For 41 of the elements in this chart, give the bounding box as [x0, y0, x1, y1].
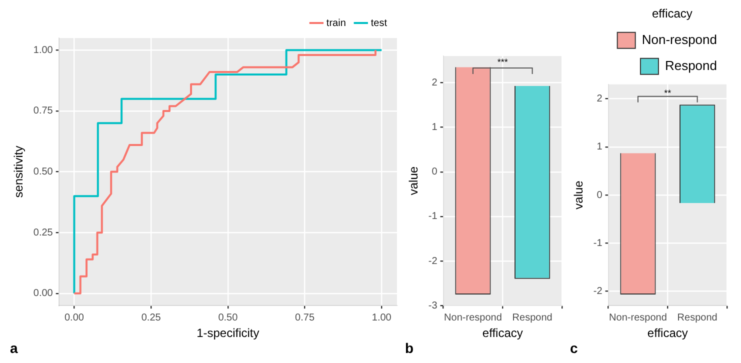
y-axis-title: sensitivity [12, 146, 26, 198]
text: a [9, 340, 19, 356]
x-axis-title: efficacy [647, 326, 688, 340]
x-tick-label: 0.50 [218, 312, 238, 324]
y-tick-label: 1 [596, 142, 603, 153]
y-tick-label: 0.00 [33, 288, 54, 300]
annotation: *** [497, 57, 508, 67]
x-axis-title: efficacy [482, 326, 523, 340]
x-tick-label: 0.75 [295, 312, 315, 324]
legend-label: train [326, 18, 346, 29]
y-tick-label: -1 [428, 211, 438, 222]
y-tick-label: 0 [596, 190, 603, 201]
y-tick-label: -2 [428, 256, 438, 267]
text: c [569, 340, 579, 356]
x-tick-label: Respond [677, 312, 718, 324]
y-tick-label: 1 [432, 122, 438, 134]
x-axis-title: 1-specificity [196, 326, 260, 340]
legend-label: Non-respond [642, 32, 717, 47]
x-tick-label: 0.25 [141, 312, 162, 324]
x-tick-label: 0.00 [64, 312, 84, 324]
x-tick-label: Non-respond [609, 312, 667, 324]
y-axis-title: value [406, 166, 421, 196]
y-tick-label: 2 [596, 94, 603, 105]
y-tick-label: 2 [432, 77, 438, 88]
y-tick-label: -2 [593, 286, 603, 297]
y-tick-label: -1 [593, 238, 603, 249]
y-tick-label: -3 [428, 300, 438, 312]
text: b [404, 340, 415, 356]
x-tick-label: 1.00 [372, 312, 392, 324]
y-tick-label: 1.00 [33, 44, 54, 56]
x-tick-label: Non-respond [444, 312, 502, 324]
y-tick-label: 0.25 [33, 227, 54, 238]
legend-title: efficacy [652, 6, 692, 20]
legend-label: test [370, 18, 388, 29]
y-tick-label: 0.75 [33, 106, 54, 117]
legend-label: Respond [664, 58, 718, 73]
annotation: ** [664, 88, 672, 98]
y-axis-title: value [572, 180, 586, 210]
y-tick-label: 0 [432, 166, 438, 178]
x-tick-label: Respond [512, 312, 552, 324]
y-tick-label: 0.50 [33, 166, 54, 178]
